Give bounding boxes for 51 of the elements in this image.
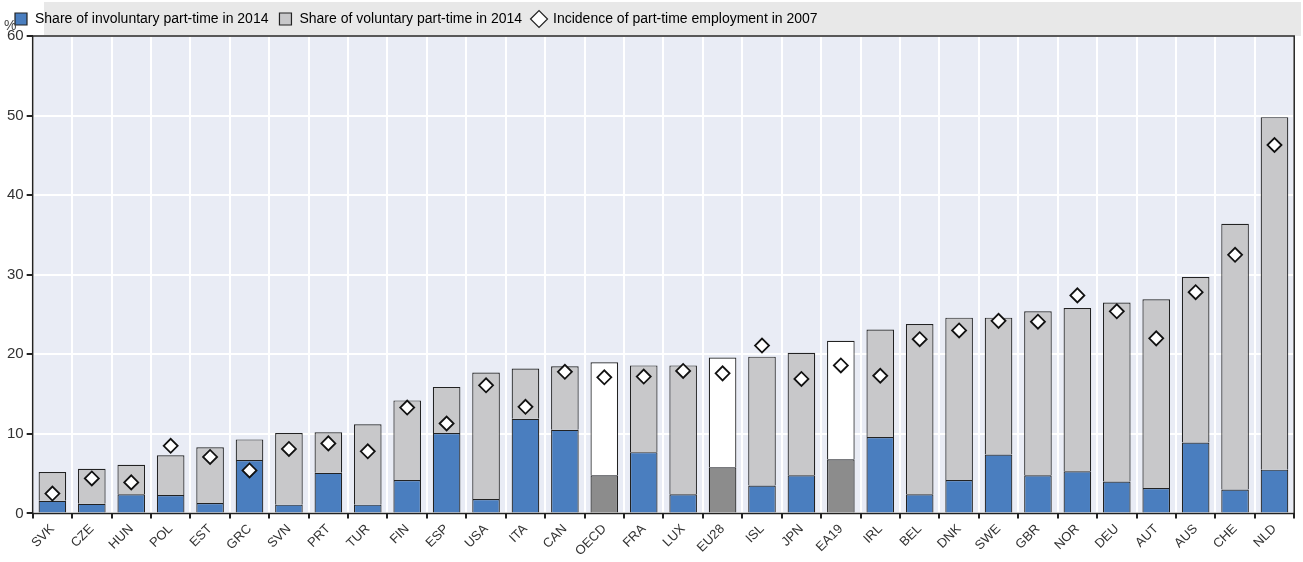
point (1148, 330, 1165, 347)
y-tick-label: 20 (7, 344, 24, 362)
point (1030, 313, 1046, 330)
x-tick-label: ITA (505, 520, 531, 546)
x-tick-label: SVK (28, 520, 58, 550)
point (1227, 246, 1243, 263)
x-tick-label: ISL (742, 520, 767, 546)
point (990, 312, 1007, 329)
point (832, 357, 849, 374)
point (517, 398, 534, 415)
point (241, 462, 258, 479)
point (675, 363, 692, 379)
x-tick-label: FIN (386, 520, 412, 547)
x-tick-label: IRL (860, 520, 885, 546)
x-tick-label: POL (146, 520, 176, 550)
x-tick-label: FRA (619, 520, 649, 550)
point (596, 369, 613, 386)
point (438, 415, 455, 432)
y-tick-label: 50 (7, 105, 24, 123)
x-tick-label: USA (461, 520, 491, 551)
x-tick-label: CZE (67, 520, 97, 550)
point (1069, 287, 1086, 304)
y-tick-label: 30 (7, 264, 24, 282)
y-tick-label: 10 (7, 423, 24, 441)
legend-label: Share of involuntary part-time in 2014 (35, 9, 269, 26)
point (754, 337, 770, 354)
point (399, 399, 416, 416)
y-tick-label: 40 (7, 185, 24, 203)
point (1266, 137, 1283, 153)
point (714, 365, 731, 382)
legend-label: Share of voluntary part-time in 2014 (299, 9, 523, 26)
legend-label: Incidence of part-time employment in 2007 (553, 9, 818, 26)
point (872, 367, 889, 384)
x-tick-label: BEL (896, 520, 925, 549)
point (281, 441, 297, 457)
y-tick-label: 0 (15, 503, 24, 521)
point (911, 331, 928, 348)
point (162, 437, 179, 454)
point (556, 363, 573, 380)
x-tick-label: TUR (342, 520, 373, 551)
point (1108, 303, 1125, 320)
x-tick-label: JPN (778, 520, 807, 549)
point (320, 435, 337, 452)
point (478, 377, 494, 394)
point (202, 449, 218, 465)
point (951, 322, 968, 339)
point (1187, 284, 1204, 301)
point (793, 371, 810, 387)
point (635, 368, 652, 385)
x-tick-label: NLD (1250, 520, 1280, 550)
point (359, 443, 376, 460)
